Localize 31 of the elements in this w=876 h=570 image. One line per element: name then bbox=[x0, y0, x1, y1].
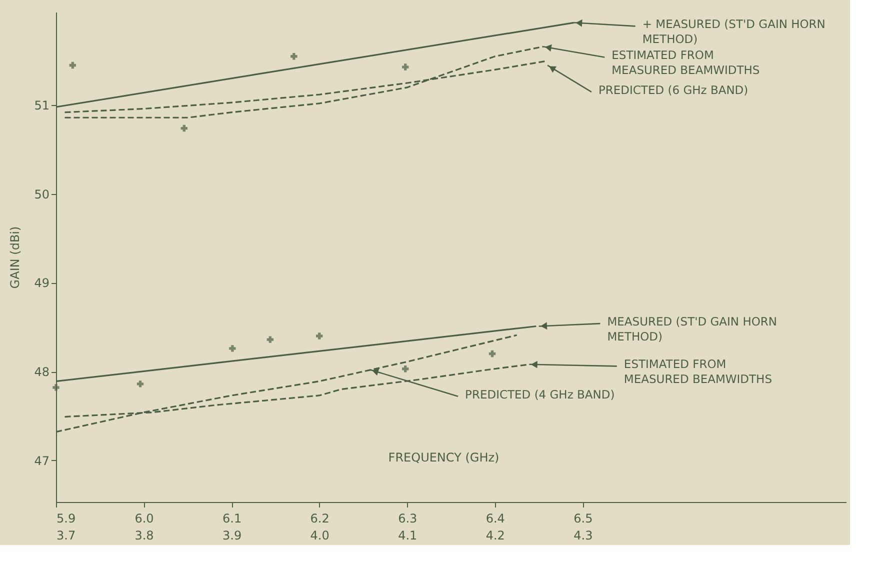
y-tick-label: 47 bbox=[34, 454, 50, 468]
point bbox=[402, 64, 409, 70]
x2-tick-label: 3.8 bbox=[134, 528, 154, 542]
x2-tick-label: 4.3 bbox=[574, 528, 593, 542]
x-tick-label: 5.9 bbox=[56, 512, 76, 526]
annotation: PREDICTED (4 GHz BAND) bbox=[465, 387, 615, 402]
annotation: + MEASURED (ST'D GAIN HORN METHOD) bbox=[642, 17, 826, 46]
x2-tick-label: 3.7 bbox=[56, 528, 76, 542]
x-tick-label: 6.0 bbox=[134, 512, 154, 526]
y-tick-label: 49 bbox=[34, 276, 50, 290]
point bbox=[69, 62, 76, 69]
y-tick-label: 48 bbox=[34, 365, 50, 380]
x2-tick-label: 3.9 bbox=[222, 528, 242, 542]
x-tick-label: 6.5 bbox=[574, 512, 593, 526]
x-tick-label: 6.1 bbox=[222, 512, 242, 526]
annotation: ESTIMATED FROM MEASURED BEAMWIDTHS bbox=[624, 357, 772, 386]
x-tick-label: 6.2 bbox=[310, 512, 330, 526]
x2-tick-label: 4.2 bbox=[486, 528, 505, 542]
annotation: ESTIMATED FROM MEASURED BEAMWIDTHS bbox=[612, 48, 760, 78]
x-axis-title: FREQUENCY (GHz) bbox=[388, 450, 500, 464]
x2-tick-label: 4.0 bbox=[310, 528, 330, 542]
x-tick-label: 6.4 bbox=[486, 512, 505, 526]
y-tick-label: 51 bbox=[34, 98, 50, 113]
point bbox=[180, 124, 188, 132]
x-tick-label: 6.3 bbox=[398, 512, 418, 526]
y-axis-title: GAIN (dBi) bbox=[8, 226, 22, 289]
point bbox=[290, 53, 298, 60]
annotation: PREDICTED (6 GHz BAND) bbox=[598, 82, 748, 97]
annotation: MEASURED (ST'D GAIN HORN METHOD) bbox=[607, 314, 777, 344]
y-tick-label: 50 bbox=[34, 187, 50, 202]
x2-tick-label: 4.1 bbox=[398, 528, 418, 542]
